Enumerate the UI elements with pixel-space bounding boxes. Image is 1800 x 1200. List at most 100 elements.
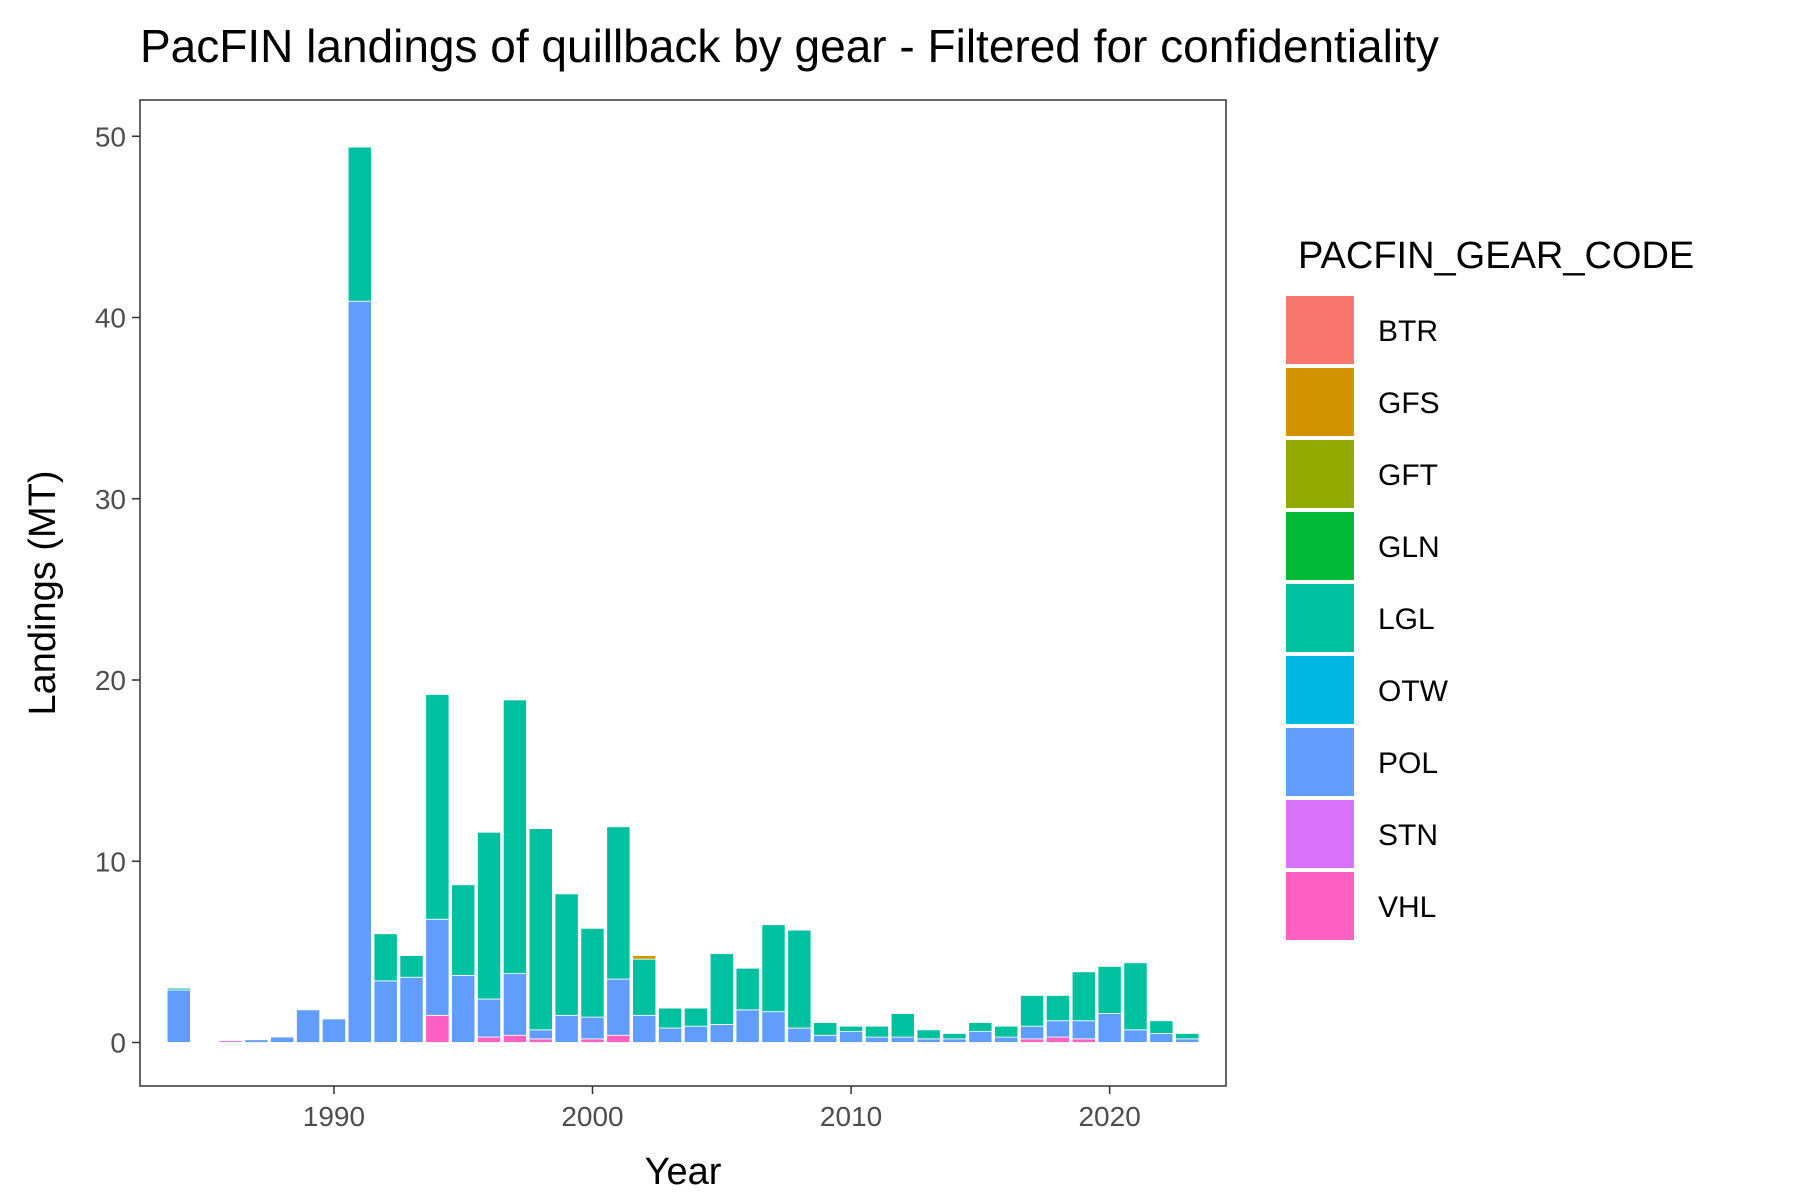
legend-items: BTR GFS GFT GLN LGL OTW POL STN VHL: [1286, 296, 1449, 940]
legend-label-gft: GFT: [1378, 459, 1438, 492]
bar-1996-lgl: [477, 831, 502, 1000]
y-tick-label-50: 50: [95, 121, 126, 152]
bar-1996-pol: [477, 998, 502, 1038]
bar-2013-pol: [916, 1038, 941, 1043]
legend-label-vhl: VHL: [1378, 891, 1436, 924]
legend-label-gln: GLN: [1378, 531, 1440, 564]
bar-2005-pol: [709, 1023, 734, 1043]
x-tick-label-2010: 2010: [820, 1101, 882, 1132]
bar-1993-lgl: [399, 955, 424, 978]
bar-2021-lgl: [1123, 962, 1148, 1031]
bar-2019-pol: [1071, 1020, 1096, 1040]
legend-label-lgl: LGL: [1378, 603, 1435, 636]
bar-2023-pol: [1175, 1038, 1200, 1043]
bar-2001-lgl: [606, 826, 631, 980]
bar-1994-pol: [425, 918, 450, 1016]
bar-2014-pol: [942, 1038, 967, 1043]
bar-2019-vhl: [1071, 1038, 1096, 1043]
y-axis: 0 10 20 30 40 50: [95, 121, 140, 1059]
bar-1986-stn: [218, 1040, 243, 1043]
bar-1999-lgl: [554, 893, 579, 1016]
bar-1989-pol: [296, 1009, 321, 1043]
y-tick-label-40: 40: [95, 303, 126, 334]
x-axis: 1990 2000 2010 2020: [303, 1086, 1141, 1132]
bar-2018-pol: [1045, 1020, 1070, 1038]
legend-swatch-stn: [1286, 800, 1354, 868]
legend-swatch-gft: [1286, 440, 1354, 508]
bar-2015-lgl: [968, 1022, 993, 1033]
y-tick-label-10: 10: [95, 846, 126, 877]
bar-1992-pol: [373, 980, 398, 1043]
y-axis-title: Landings (MT): [22, 471, 64, 716]
bar-2008-lgl: [787, 929, 812, 1029]
legend: PACFIN_GEAR_CODE BTR GFS GFT GLN LGL OTW POL ST…: [1286, 235, 1694, 940]
bar-2018-vhl: [1045, 1036, 1070, 1043]
bar-2011-pol: [864, 1036, 889, 1043]
bar-1990-pol: [321, 1018, 346, 1043]
bar-1996-vhl: [477, 1036, 502, 1043]
x-tick-label-2020: 2020: [1078, 1101, 1140, 1132]
bar-2015-pol: [968, 1031, 993, 1043]
bar-2021-pol: [1123, 1029, 1148, 1043]
legend-swatch-gln: [1286, 512, 1354, 580]
bar-2023-lgl: [1175, 1033, 1200, 1040]
legend-swatch-lgl: [1286, 584, 1354, 652]
x-axis-title: Year: [645, 1151, 722, 1193]
legend-swatch-vhl: [1286, 872, 1354, 940]
bar-2017-pol: [1020, 1025, 1045, 1040]
legend-swatch-pol: [1286, 728, 1354, 796]
bar-2020-pol: [1097, 1013, 1122, 1043]
y-tick-label-20: 20: [95, 665, 126, 696]
bar-2016-pol: [994, 1036, 1019, 1043]
bar-1994-vhl: [425, 1014, 450, 1043]
bar-2010-lgl: [839, 1025, 864, 1033]
bar-1987-pol: [244, 1039, 269, 1043]
bar-1988-pol: [270, 1036, 295, 1043]
bar-1997-pol: [502, 973, 527, 1036]
bar-2005-lgl: [709, 953, 734, 1025]
legend-swatch-btr: [1286, 296, 1354, 364]
bar-1991-pol: [347, 300, 372, 1043]
x-tick-label-2000: 2000: [561, 1101, 623, 1132]
bar-2000-vhl: [580, 1038, 605, 1043]
bar-2009-lgl: [813, 1022, 838, 1036]
bar-2006-pol: [735, 1009, 760, 1043]
bar-1995-lgl: [451, 884, 476, 976]
x-tick-label-1990: 1990: [303, 1101, 365, 1132]
bar-1997-vhl: [502, 1034, 527, 1043]
bar-2000-lgl: [580, 927, 605, 1018]
bar-1998-lgl: [528, 828, 553, 1031]
legend-label-pol: POL: [1378, 747, 1438, 780]
bar-1991-lgl: [347, 146, 372, 302]
bar-1992-lgl: [373, 933, 398, 982]
bar-1984-lgl: [166, 987, 191, 991]
bar-2001-vhl: [606, 1034, 631, 1043]
bar-2022-lgl: [1149, 1020, 1174, 1034]
bar-2012-pol: [890, 1036, 915, 1043]
bar-1994-lgl: [425, 694, 450, 920]
bar-2019-lgl: [1071, 971, 1096, 1022]
legend-label-btr: BTR: [1378, 315, 1438, 348]
bar-2017-vhl: [1020, 1038, 1045, 1043]
y-tick-label-30: 30: [95, 484, 126, 515]
bar-2018-lgl: [1045, 994, 1070, 1022]
bar-1995-pol: [451, 975, 476, 1043]
bar-2000-pol: [580, 1016, 605, 1040]
legend-label-otw: OTW: [1378, 675, 1449, 708]
bar-2014-lgl: [942, 1033, 967, 1040]
plot-panel-border: [139, 99, 1227, 1087]
bar-2002-gfs: [632, 955, 657, 960]
bar-2012-lgl: [890, 1013, 915, 1038]
legend-title: PACFIN_GEAR_CODE: [1298, 235, 1694, 277]
bar-2022-pol: [1149, 1033, 1174, 1043]
chart-title: PacFIN landings of quillback by gear - F…: [140, 20, 1439, 72]
bar-2003-pol: [658, 1027, 683, 1043]
bar-2004-lgl: [683, 1007, 708, 1027]
bar-2010-pol: [839, 1031, 864, 1043]
bar-2003-lgl: [658, 1007, 683, 1029]
bar-1997-lgl: [502, 699, 527, 975]
bar-2002-pol: [632, 1014, 657, 1043]
bar-2007-pol: [761, 1011, 786, 1043]
bar-2011-lgl: [864, 1025, 889, 1038]
